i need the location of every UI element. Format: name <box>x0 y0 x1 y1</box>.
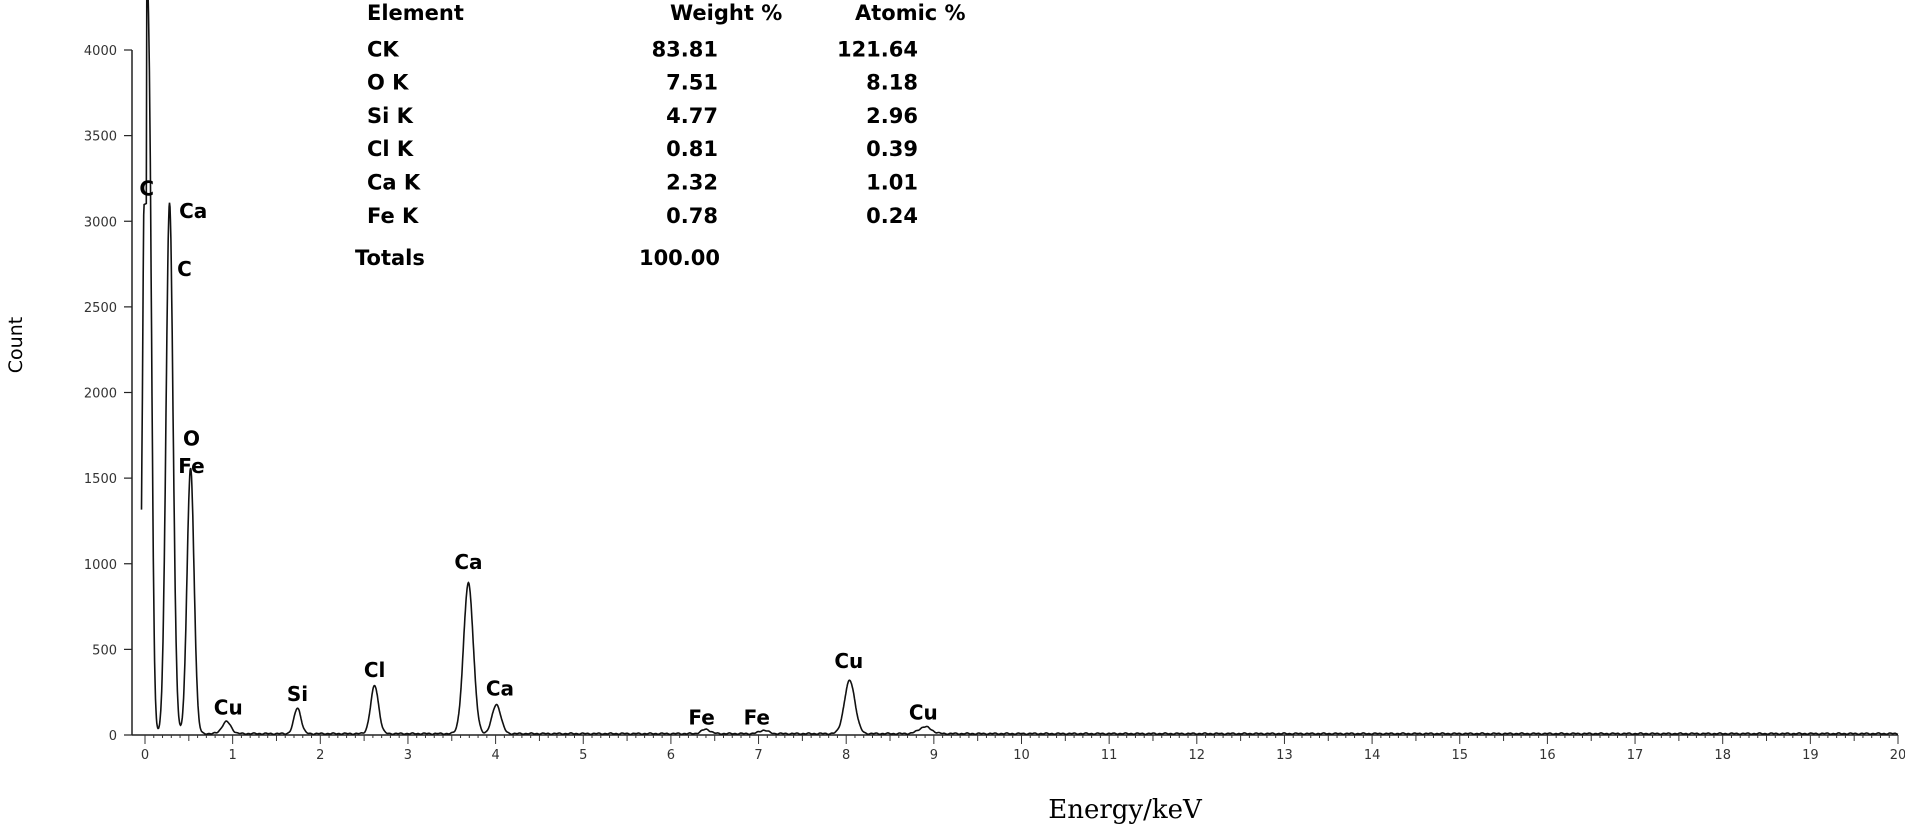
x-tick-label: 2 <box>316 748 324 763</box>
x-tick-label: 19 <box>1802 748 1819 763</box>
peak-label: O <box>183 427 200 451</box>
y-axis-title: Count <box>5 317 27 373</box>
peak-label: Ca <box>179 199 207 223</box>
table-cell: 8.18 <box>866 71 918 95</box>
table-totals-value: 100.00 <box>639 246 720 270</box>
x-tick-label: 17 <box>1627 748 1644 763</box>
x-tick-label: 12 <box>1189 748 1206 763</box>
y-tick-label: 3500 <box>84 130 117 145</box>
table-cell: 7.51 <box>666 71 718 95</box>
x-tick-label: 14 <box>1364 748 1381 763</box>
peak-labels: C Ca C O Fe Cu Si Cl Ca Ca Fe Fe Cu Cu <box>139 177 937 730</box>
peak-label: Cu <box>214 695 243 719</box>
table-cell: Fe K <box>367 204 419 228</box>
y-tick-label: 1500 <box>84 472 117 487</box>
x-tick-label: 3 <box>404 748 412 763</box>
y-tick-label: 1000 <box>84 558 117 573</box>
x-tick-label: 13 <box>1276 748 1293 763</box>
table-header: Element <box>367 1 464 25</box>
table-cell: 2.32 <box>666 171 718 195</box>
peak-label: Fe <box>688 706 714 730</box>
y-tick-label: 500 <box>92 643 117 658</box>
y-tick-label: 0 <box>109 729 117 744</box>
table-cell: Ca K <box>367 171 421 195</box>
table-cell: 0.81 <box>666 137 718 161</box>
table-cell: Si K <box>367 104 414 128</box>
x-tick-label: 4 <box>491 748 499 763</box>
peak-label: Cu <box>909 701 938 725</box>
y-tick-label: 4000 <box>84 44 117 59</box>
table-cell: CK <box>367 37 399 61</box>
composition-table: Element Weight % Atomic % CK 83.81 121.64 O K 7… <box>355 1 966 270</box>
x-tick-label: 20 <box>1890 748 1905 763</box>
x-tick-label: 16 <box>1539 748 1556 763</box>
table-totals-label: Totals <box>355 246 425 270</box>
peak-label: C <box>139 177 154 201</box>
x-tick-label: 1 <box>229 748 237 763</box>
y-axis-ticks: 0 500 1000 1500 2000 2500 3000 3500 4000 <box>84 44 132 744</box>
x-tick-label: 10 <box>1013 748 1030 763</box>
x-tick-label: 11 <box>1101 748 1118 763</box>
spectrum-line <box>140 0 1899 736</box>
y-tick-label: 3000 <box>84 215 117 230</box>
x-tick-label: 18 <box>1714 748 1731 763</box>
table-cell: 4.77 <box>666 104 718 128</box>
table-cell: 0.24 <box>866 204 918 228</box>
table-header: Weight % <box>670 1 782 25</box>
peak-label: Si <box>287 682 308 706</box>
peak-label: Ca <box>486 677 514 701</box>
x-tick-label: 15 <box>1451 748 1468 763</box>
x-tick-label: 7 <box>754 748 762 763</box>
peak-label: Fe <box>178 454 204 478</box>
table-cell: 0.78 <box>666 204 718 228</box>
table-cell: 121.64 <box>837 37 918 61</box>
x-axis-title: Energy/keV <box>1048 795 1203 825</box>
peak-label: C <box>177 257 192 281</box>
table-cell: Cl K <box>367 137 414 161</box>
x-tick-label: 8 <box>842 748 850 763</box>
table-cell: 2.96 <box>866 104 918 128</box>
peak-label: Ca <box>454 550 482 574</box>
x-tick-label: 9 <box>930 748 938 763</box>
y-tick-label: 2000 <box>84 387 117 402</box>
peak-label: Fe <box>744 706 770 730</box>
table-cell: O K <box>367 71 409 95</box>
x-axis-ticks: 0 1 2 3 4 5 6 7 8 9 10 11 12 13 14 15 16 17 18 19 20 <box>141 735 1905 763</box>
x-tick-label: 0 <box>141 748 149 763</box>
table-cell: 0.39 <box>866 137 918 161</box>
peak-label: Cu <box>834 649 863 673</box>
x-tick-label: 6 <box>667 748 675 763</box>
peak-label: Cl <box>364 658 386 682</box>
table-header: Atomic % <box>855 1 966 25</box>
y-tick-label: 2500 <box>84 301 117 316</box>
table-cell: 1.01 <box>866 171 918 195</box>
x-tick-label: 5 <box>579 748 587 763</box>
table-cell: 83.81 <box>652 37 718 61</box>
